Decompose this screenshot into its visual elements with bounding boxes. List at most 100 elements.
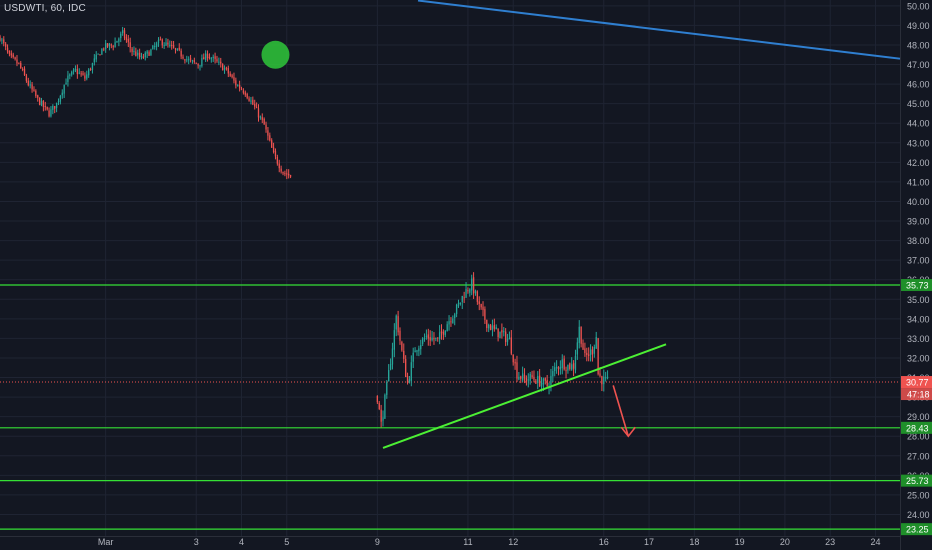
x-tick-label: 4 — [239, 537, 244, 547]
candle-body — [208, 57, 211, 59]
candle-body — [388, 370, 390, 382]
candle-body — [565, 370, 567, 372]
candle-body — [25, 75, 28, 81]
candle-body — [27, 80, 29, 86]
candle-body — [397, 316, 399, 333]
candle-body — [233, 77, 235, 81]
candle-body — [505, 331, 507, 343]
candle-body — [593, 346, 595, 354]
candle-body — [106, 43, 109, 47]
candles[interactable] — [0, 26, 609, 428]
candle-body — [416, 350, 418, 352]
candle-body — [563, 358, 565, 370]
candle-body — [478, 301, 480, 304]
candle-body — [199, 65, 201, 67]
candle-body — [571, 364, 573, 370]
candle-body — [493, 324, 495, 329]
candle-body — [165, 42, 167, 46]
candle-body — [148, 52, 150, 56]
candle-body — [112, 46, 114, 48]
candle-body — [63, 84, 65, 94]
highlight-marker[interactable] — [261, 40, 290, 69]
candle-body — [482, 306, 484, 310]
candle-body — [540, 382, 543, 387]
candle-body — [595, 336, 597, 349]
candle-body — [105, 43, 107, 50]
candle-body — [101, 48, 103, 55]
candle-body — [384, 394, 386, 419]
candle-body — [157, 39, 160, 44]
y-tick-label: 39.00 — [907, 217, 930, 227]
candle-body — [50, 109, 52, 117]
y-tick-label: 27.00 — [907, 451, 930, 461]
candle-body — [486, 319, 488, 328]
candle-body — [201, 58, 203, 67]
ascending-trend-line[interactable] — [382, 343, 667, 449]
candle-body — [380, 409, 382, 422]
candle-body — [93, 58, 95, 63]
candle-body — [552, 371, 554, 377]
candle-body — [246, 94, 248, 98]
candle-body — [425, 335, 428, 337]
candle-body — [406, 375, 409, 383]
y-tick-label: 41.00 — [907, 177, 930, 187]
support-resistance-levels[interactable]: 35.73 28.43 25.73 23.25 — [0, 279, 932, 536]
y-tick-label: 33.00 — [907, 334, 930, 344]
candle-body — [569, 363, 571, 369]
candle-body — [42, 100, 45, 107]
candle-body — [231, 75, 233, 78]
candle-body — [150, 49, 152, 56]
candle-body — [452, 318, 454, 324]
candle-body — [216, 59, 218, 62]
candle-body — [163, 45, 165, 47]
candle-body — [263, 118, 265, 125]
time-axis[interactable]: Mar 3 4 5 9 11 12 16 17 18 19 20 23 24 — [98, 537, 881, 547]
candle-body — [421, 338, 424, 344]
candle-body — [529, 373, 531, 381]
candle-body — [382, 417, 384, 421]
candle-body — [1, 39, 3, 41]
x-tick-label: 20 — [780, 537, 790, 547]
candle-body — [544, 378, 546, 381]
candle-body — [84, 75, 86, 79]
candle-body — [178, 47, 180, 50]
candle-body — [588, 354, 590, 356]
y-tick-label: 46.00 — [907, 80, 930, 90]
candle-body — [65, 82, 67, 85]
candle-body — [227, 68, 229, 74]
candle-body — [142, 56, 145, 58]
candle-body — [274, 151, 277, 157]
candle-body — [229, 73, 231, 76]
candle-body — [5, 43, 7, 47]
candle-body — [582, 343, 584, 350]
candle-body — [171, 45, 173, 47]
candle-body — [523, 374, 526, 379]
candle-body — [495, 327, 497, 330]
candle-body — [120, 33, 122, 39]
candle-body — [463, 297, 465, 299]
level-tag — [901, 474, 932, 487]
candle-body — [461, 296, 463, 302]
candle-body — [140, 56, 143, 58]
candle-body — [67, 75, 69, 82]
candle-body — [282, 171, 284, 174]
candle-body — [23, 68, 26, 76]
candle-body — [289, 175, 292, 177]
candle-body — [378, 403, 380, 410]
candle-body — [399, 330, 401, 341]
x-tick-label: 16 — [599, 537, 609, 547]
resistance-trend-line[interactable] — [417, 0, 901, 60]
candle-body — [542, 378, 545, 385]
candle-body — [508, 337, 511, 340]
candle-body — [125, 37, 128, 40]
candle-body — [237, 85, 239, 87]
candle-body — [491, 325, 494, 330]
candle-body — [127, 39, 129, 43]
candle-body — [155, 43, 158, 47]
candle-body — [574, 355, 577, 371]
candle-body — [589, 349, 592, 355]
x-tick-label: 19 — [735, 537, 745, 547]
forecast-arrow[interactable] — [612, 385, 630, 437]
